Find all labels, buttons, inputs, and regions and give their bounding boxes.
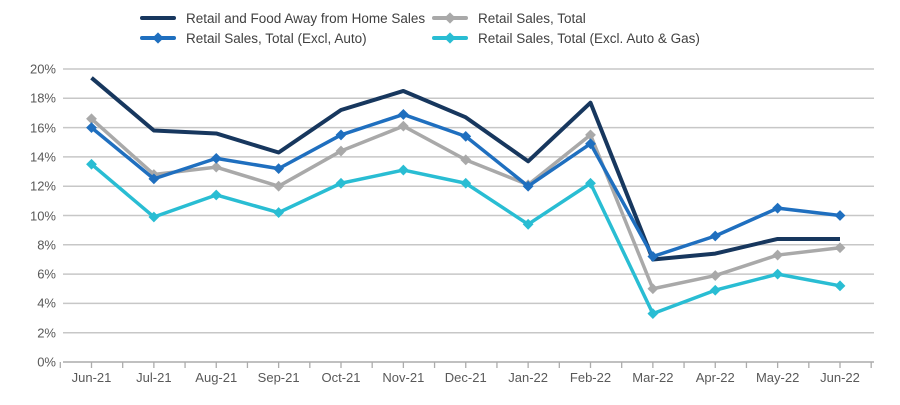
y-tick-label: 6% xyxy=(37,266,56,282)
y-tick-label: 4% xyxy=(37,295,56,311)
x-tick-label: Jan-22 xyxy=(508,370,548,385)
legend-item-retail-food-away: Retail and Food Away from Home Sales xyxy=(140,8,432,28)
data-point-diamond xyxy=(647,251,659,262)
data-point-diamond xyxy=(460,177,472,189)
y-tick-label: 10% xyxy=(29,208,56,223)
data-point-diamond xyxy=(522,218,534,230)
legend-column-right: Retail Sales, Total Retail Sales, Total … xyxy=(432,8,700,48)
x-tick-label: Mar-22 xyxy=(632,370,674,385)
data-point-diamond xyxy=(585,177,596,189)
data-point-diamond xyxy=(460,154,472,166)
data-point-diamond xyxy=(210,189,222,201)
y-tick-label: 8% xyxy=(37,237,56,253)
legend-item-retail-excl-auto-gas: Retail Sales, Total (Excl. Auto & Gas) xyxy=(432,28,700,48)
data-point-diamond xyxy=(772,268,784,280)
x-tick-label: Oct-21 xyxy=(321,370,361,385)
data-point-diamond xyxy=(460,130,472,142)
data-point-diamond xyxy=(647,308,659,320)
legend-item-label: Retail Sales, Total xyxy=(478,10,586,26)
y-tick-label: 18% xyxy=(29,90,56,106)
legend-line-swatch xyxy=(140,28,176,48)
data-point-diamond xyxy=(585,129,596,141)
y-tick-label: 16% xyxy=(29,120,56,136)
legend-column-left: Retail and Food Away from Home Sales Ret… xyxy=(140,8,432,48)
data-point-diamond xyxy=(273,207,285,218)
data-point-diamond xyxy=(834,280,846,292)
data-point-diamond xyxy=(397,120,409,132)
x-tick-label: May-22 xyxy=(755,370,800,385)
x-tick-label: Nov-21 xyxy=(382,370,425,385)
x-tick-label: Sep-21 xyxy=(257,370,300,385)
legend-line-swatch xyxy=(140,8,176,28)
legend-line xyxy=(140,16,176,20)
data-point-diamond xyxy=(397,164,409,176)
series-line xyxy=(90,76,840,262)
data-point-diamond xyxy=(335,177,347,189)
data-point-diamond xyxy=(86,158,97,170)
legend-line-swatch xyxy=(432,28,468,48)
data-point-diamond xyxy=(335,145,347,157)
data-point-diamond xyxy=(585,138,596,150)
legend-item-retail-excl-auto: Retail Sales, Total (Excl, Auto) xyxy=(140,28,432,48)
data-point-diamond xyxy=(772,249,784,261)
chart-legend: Retail and Food Away from Home Sales Ret… xyxy=(140,8,700,48)
data-point-diamond xyxy=(709,230,721,242)
data-point-diamond xyxy=(210,152,222,164)
y-tick-label: 20% xyxy=(29,61,56,77)
data-point-diamond xyxy=(86,122,97,133)
data-point-diamond xyxy=(397,109,409,120)
data-point-diamond xyxy=(273,180,285,192)
y-tick-label: 2% xyxy=(37,325,56,341)
data-point-diamond xyxy=(647,283,659,295)
y-tick-label: 12% xyxy=(29,178,56,194)
y-tick-label: 14% xyxy=(29,149,56,165)
x-tick-label: Jul-21 xyxy=(136,370,172,385)
x-tick-label: Aug-21 xyxy=(195,370,238,385)
legend-item-label: Retail Sales, Total (Excl. Auto & Gas) xyxy=(478,30,700,46)
legend-item-label: Retail Sales, Total (Excl, Auto) xyxy=(186,30,367,46)
series-line xyxy=(90,117,841,291)
data-point-diamond xyxy=(522,180,534,192)
x-tick-label: Dec-21 xyxy=(444,370,487,385)
x-tick-label: Feb-22 xyxy=(569,370,612,385)
data-point-diamond xyxy=(834,210,846,221)
x-tick-label: Apr-22 xyxy=(695,370,735,385)
data-point-diamond xyxy=(86,113,97,125)
x-tick-label: Jun-21 xyxy=(71,370,112,385)
data-point-diamond xyxy=(148,173,160,185)
y-tick-label: 0% xyxy=(37,354,56,370)
data-point-diamond xyxy=(210,161,222,173)
data-point-diamond xyxy=(335,129,347,141)
data-point-diamond xyxy=(148,211,160,223)
data-point-diamond xyxy=(834,242,846,254)
data-point-diamond xyxy=(709,284,721,296)
data-point-diamond xyxy=(709,270,721,281)
legend-line-swatch xyxy=(432,8,468,28)
data-point-diamond xyxy=(273,163,285,175)
x-tick-label: Jun-22 xyxy=(820,370,860,385)
legend-item-retail-total: Retail Sales, Total xyxy=(432,8,700,28)
legend-item-label: Retail and Food Away from Home Sales xyxy=(186,10,426,26)
data-point-diamond xyxy=(772,202,784,214)
